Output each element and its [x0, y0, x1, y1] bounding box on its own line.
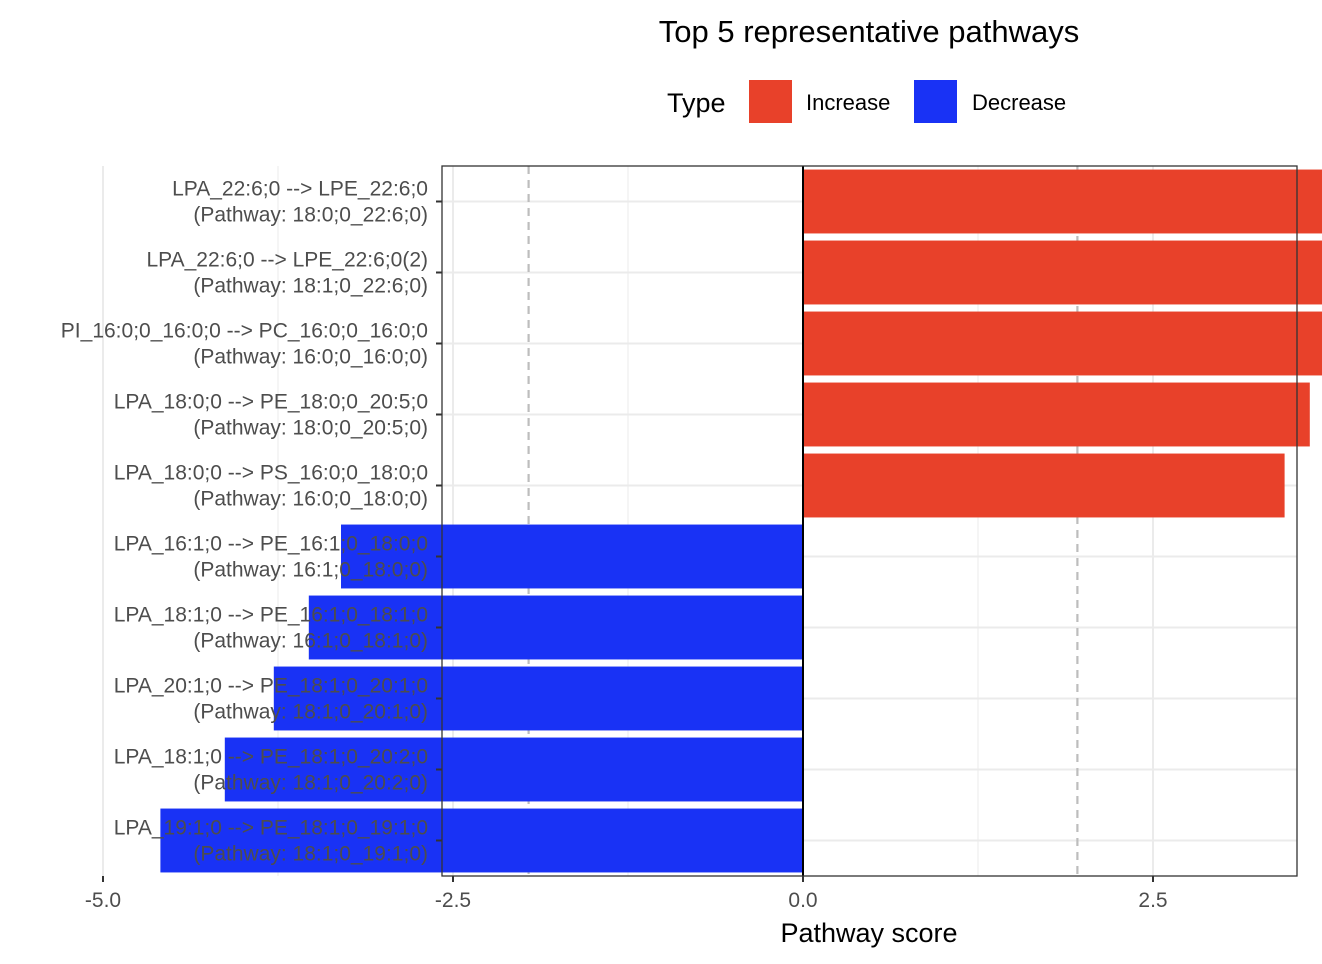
x-axis: -5.0-2.50.02.55.0	[85, 876, 1168, 912]
bar-decrease	[273, 666, 803, 731]
bar-decrease	[308, 595, 803, 660]
legend-label-decrease: Decrease	[972, 90, 1066, 115]
x-tick-label: 2.5	[1138, 889, 1167, 912]
chart-title: Top 5 representative pathways	[659, 14, 1079, 49]
panel-border	[441, 165, 1298, 877]
y-tick-label-reaction: LPA_19:1;0 --> PE_18:1;0_19:1;0	[114, 817, 428, 840]
y-tick-label-reaction: LPA_16:1;0 --> PE_16:1;0_18:0;0	[114, 533, 428, 556]
y-tick-label-pathway: (Pathway: 18:0;0_22:6;0)	[193, 204, 428, 227]
bar-decrease	[224, 737, 804, 802]
bar-increase	[803, 453, 1285, 518]
y-tick-label-pathway: (Pathway: 18:1;0_20:2;0)	[193, 772, 428, 795]
x-axis-title: Pathway score	[780, 918, 957, 948]
bar-increase	[803, 169, 1322, 234]
x-tick-label: 0.0	[788, 889, 817, 912]
bar-decrease	[341, 524, 803, 589]
y-tick-label-reaction: PI_16:0;0_16:0;0 --> PC_16:0;0_16:0;0	[61, 320, 428, 343]
y-axis: LPA_22:6;0 --> LPE_22:6;0 (Pathway: 18:0;…	[61, 178, 442, 866]
bar-increase	[803, 311, 1322, 376]
x-tick-label: -5.0	[85, 889, 121, 912]
y-tick-label-pathway: (Pathway: 18:1;0_22:6;0)	[193, 275, 428, 298]
legend-swatch-decrease	[914, 80, 957, 123]
bar-increase	[803, 382, 1310, 447]
bar-decrease	[160, 808, 803, 873]
y-tick-label-reaction: LPA_22:6;0 --> LPE_22:6;0(2)	[146, 249, 428, 272]
y-tick-label-pathway: (Pathway: 18:1;0_20:1;0)	[193, 701, 428, 724]
bars	[160, 169, 1322, 873]
legend: Type Increase Decrease	[667, 80, 1066, 123]
y-tick-label-reaction: LPA_18:1;0 --> PE_18:1;0_20:2;0	[114, 746, 428, 769]
y-tick-label-pathway: (Pathway: 16:1;0_18:1;0)	[193, 630, 428, 653]
legend-swatch-increase	[749, 80, 792, 123]
legend-label-increase: Increase	[806, 90, 890, 115]
y-tick-label-pathway: (Pathway: 16:1;0_18:0;0)	[193, 559, 428, 582]
y-tick-label-pathway: (Pathway: 18:0;0_20:5;0)	[193, 417, 428, 440]
y-tick-label-reaction: LPA_18:1;0 --> PE_16:1;0_18:1;0	[114, 604, 428, 627]
y-tick-label-reaction: LPA_18:0;0 --> PE_18:0;0_20:5;0	[114, 391, 428, 414]
y-tick-label-reaction: LPA_18:0;0 --> PS_16:0;0_18:0;0	[114, 462, 428, 485]
y-tick-label-reaction: LPA_20:1;0 --> PE_18:1;0_20:1;0	[114, 675, 428, 698]
bar-increase	[803, 240, 1322, 305]
y-tick-label-pathway: (Pathway: 16:0;0_16:0;0)	[193, 346, 428, 369]
y-tick-label-reaction: LPA_22:6;0 --> LPE_22:6;0	[172, 178, 428, 201]
legend-title: Type	[667, 88, 726, 118]
y-tick-label-pathway: (Pathway: 18:1;0_19:1;0)	[193, 843, 428, 866]
y-tick-label-pathway: (Pathway: 16:0;0_18:0;0)	[193, 488, 428, 511]
x-tick-label: -2.5	[435, 889, 471, 912]
